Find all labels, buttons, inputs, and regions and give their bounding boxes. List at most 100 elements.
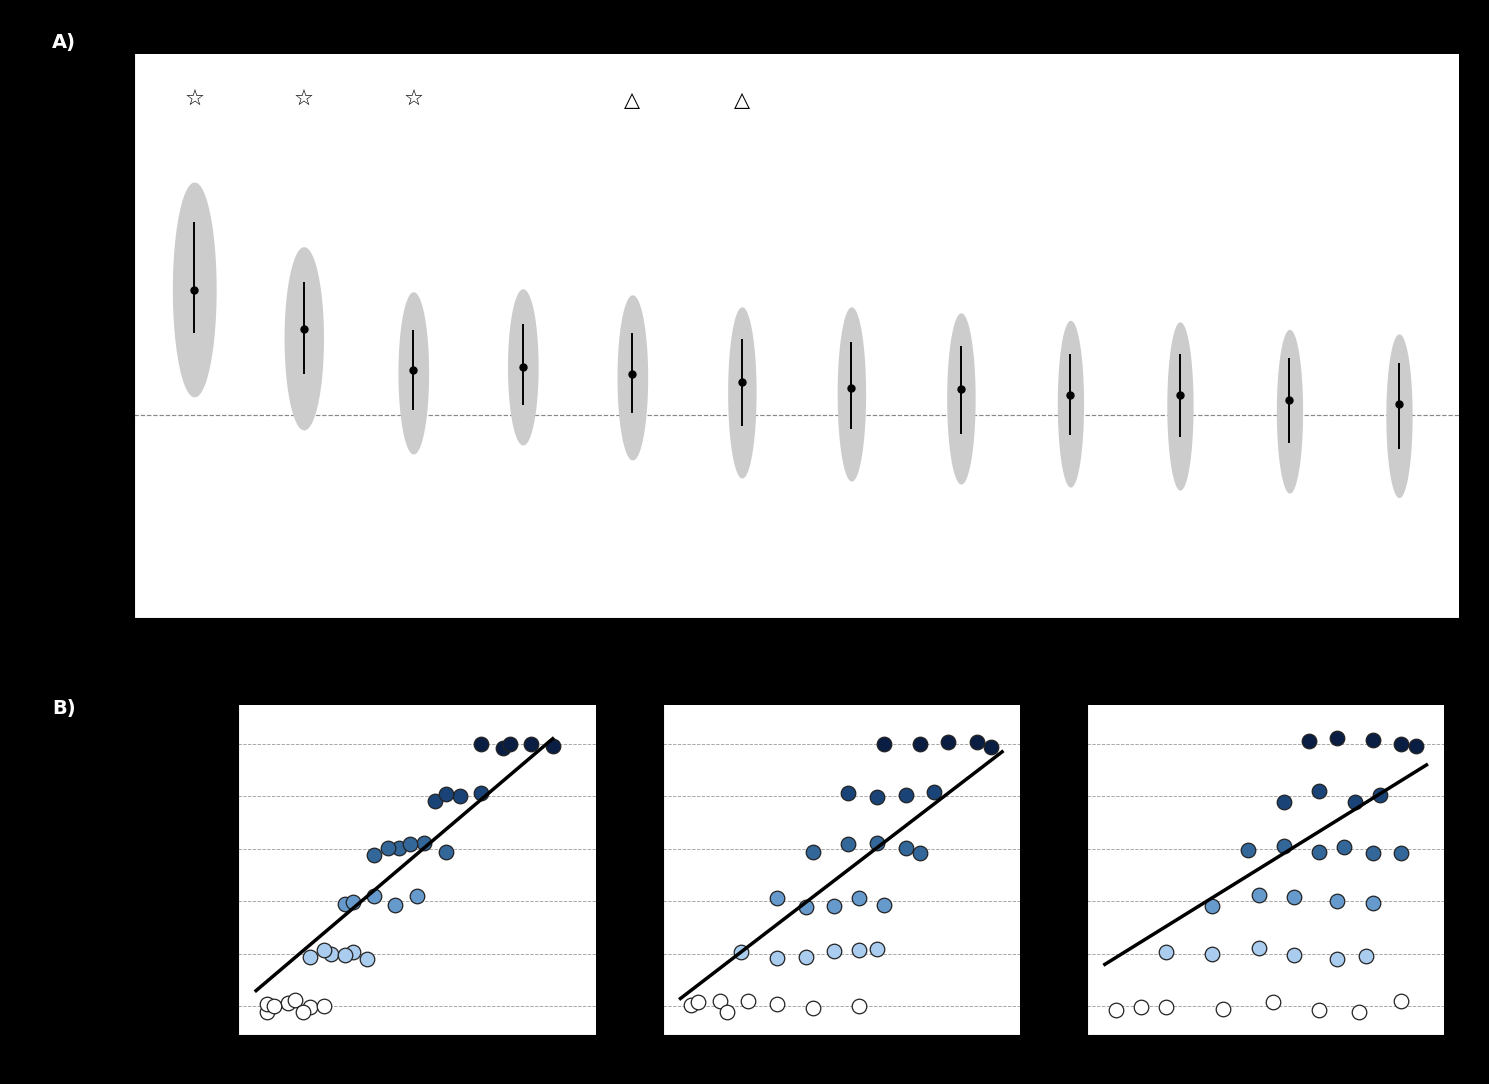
Point: [1154, 998, 1178, 1016]
Point: [1200, 945, 1224, 963]
Point: [1236, 841, 1260, 859]
Point: [893, 839, 917, 856]
Point: [873, 736, 896, 753]
Point: [1103, 1001, 1127, 1018]
Point: [1354, 947, 1377, 965]
Point: [354, 951, 378, 968]
Point: [1154, 943, 1178, 960]
Point: [1389, 735, 1413, 752]
Point: [298, 998, 322, 1016]
Point: [1389, 844, 1413, 862]
Point: [298, 948, 322, 966]
Point: [384, 896, 408, 914]
Point: [765, 995, 789, 1012]
Point: [1297, 733, 1321, 750]
Point: [1307, 843, 1331, 861]
Point: [290, 1003, 314, 1020]
Point: [283, 992, 307, 1009]
Point: [1272, 793, 1295, 811]
Point: [341, 893, 365, 911]
Point: [822, 942, 846, 959]
Point: [715, 1004, 739, 1021]
Point: [1325, 893, 1349, 911]
Point: [1368, 787, 1392, 804]
Point: [334, 946, 357, 964]
Point: [1343, 793, 1367, 811]
Point: [893, 786, 917, 803]
Point: [491, 739, 515, 757]
Point: [847, 890, 871, 907]
Text: ☆: ☆: [404, 90, 423, 109]
Point: [730, 943, 753, 960]
Point: [1200, 896, 1224, 914]
X-axis label: Dream bizarreness: Dream bizarreness: [776, 1040, 907, 1054]
Point: [255, 1003, 278, 1020]
Point: [1261, 993, 1285, 1010]
Point: [1361, 732, 1385, 749]
Point: [1282, 946, 1306, 964]
Point: [865, 941, 889, 958]
Point: [1389, 992, 1413, 1009]
Point: [847, 942, 871, 959]
Point: [865, 788, 889, 805]
Text: △: △: [734, 90, 750, 109]
Point: [765, 950, 789, 967]
Point: [448, 787, 472, 804]
Point: [1211, 1001, 1234, 1018]
Point: [765, 889, 789, 906]
Text: △: △: [624, 90, 640, 109]
Point: [847, 997, 871, 1015]
Point: [313, 941, 337, 958]
Point: [686, 994, 710, 1011]
Text: ☆: ☆: [185, 90, 204, 109]
Point: [433, 843, 457, 861]
Y-axis label: Correlation with lucidity
(τ z-score): Correlation with lucidity (τ z-score): [70, 245, 103, 427]
Point: [1361, 844, 1385, 862]
Text: B): B): [52, 699, 76, 719]
Point: [520, 735, 543, 752]
Point: [277, 994, 301, 1011]
Point: [737, 993, 761, 1010]
Point: [1272, 838, 1295, 855]
Point: [497, 736, 521, 753]
Point: [822, 898, 846, 915]
Point: [1325, 951, 1349, 968]
Point: [679, 996, 703, 1014]
Point: [405, 888, 429, 905]
Point: [313, 997, 337, 1015]
Point: [937, 733, 960, 750]
Point: [873, 896, 896, 914]
Point: [362, 847, 386, 864]
Point: [1307, 782, 1331, 799]
Point: [1246, 887, 1270, 904]
Point: [794, 899, 817, 916]
Point: [980, 738, 1004, 756]
Point: [1307, 1002, 1331, 1019]
Point: [922, 784, 946, 801]
Point: [1246, 940, 1270, 957]
Point: [387, 839, 411, 856]
Point: [262, 997, 286, 1015]
Text: A): A): [52, 33, 76, 52]
Point: [398, 835, 421, 852]
Point: [362, 888, 386, 905]
X-axis label: Positive morning affect: Positive morning affect: [1185, 1040, 1346, 1054]
Point: [837, 836, 861, 853]
Text: ☆: ☆: [293, 90, 314, 109]
Point: [801, 999, 825, 1017]
Point: [908, 844, 932, 862]
Point: [377, 840, 401, 857]
Point: [469, 736, 493, 753]
Point: [1333, 839, 1356, 856]
Point: [1282, 888, 1306, 905]
Point: [1325, 730, 1349, 747]
Point: [794, 948, 817, 966]
Point: [341, 943, 365, 960]
Point: [334, 895, 357, 913]
Point: [837, 785, 861, 802]
Point: [1129, 998, 1152, 1016]
Point: [1361, 894, 1385, 912]
Point: [1346, 1004, 1370, 1021]
Point: [541, 737, 564, 754]
Point: [1404, 737, 1428, 754]
